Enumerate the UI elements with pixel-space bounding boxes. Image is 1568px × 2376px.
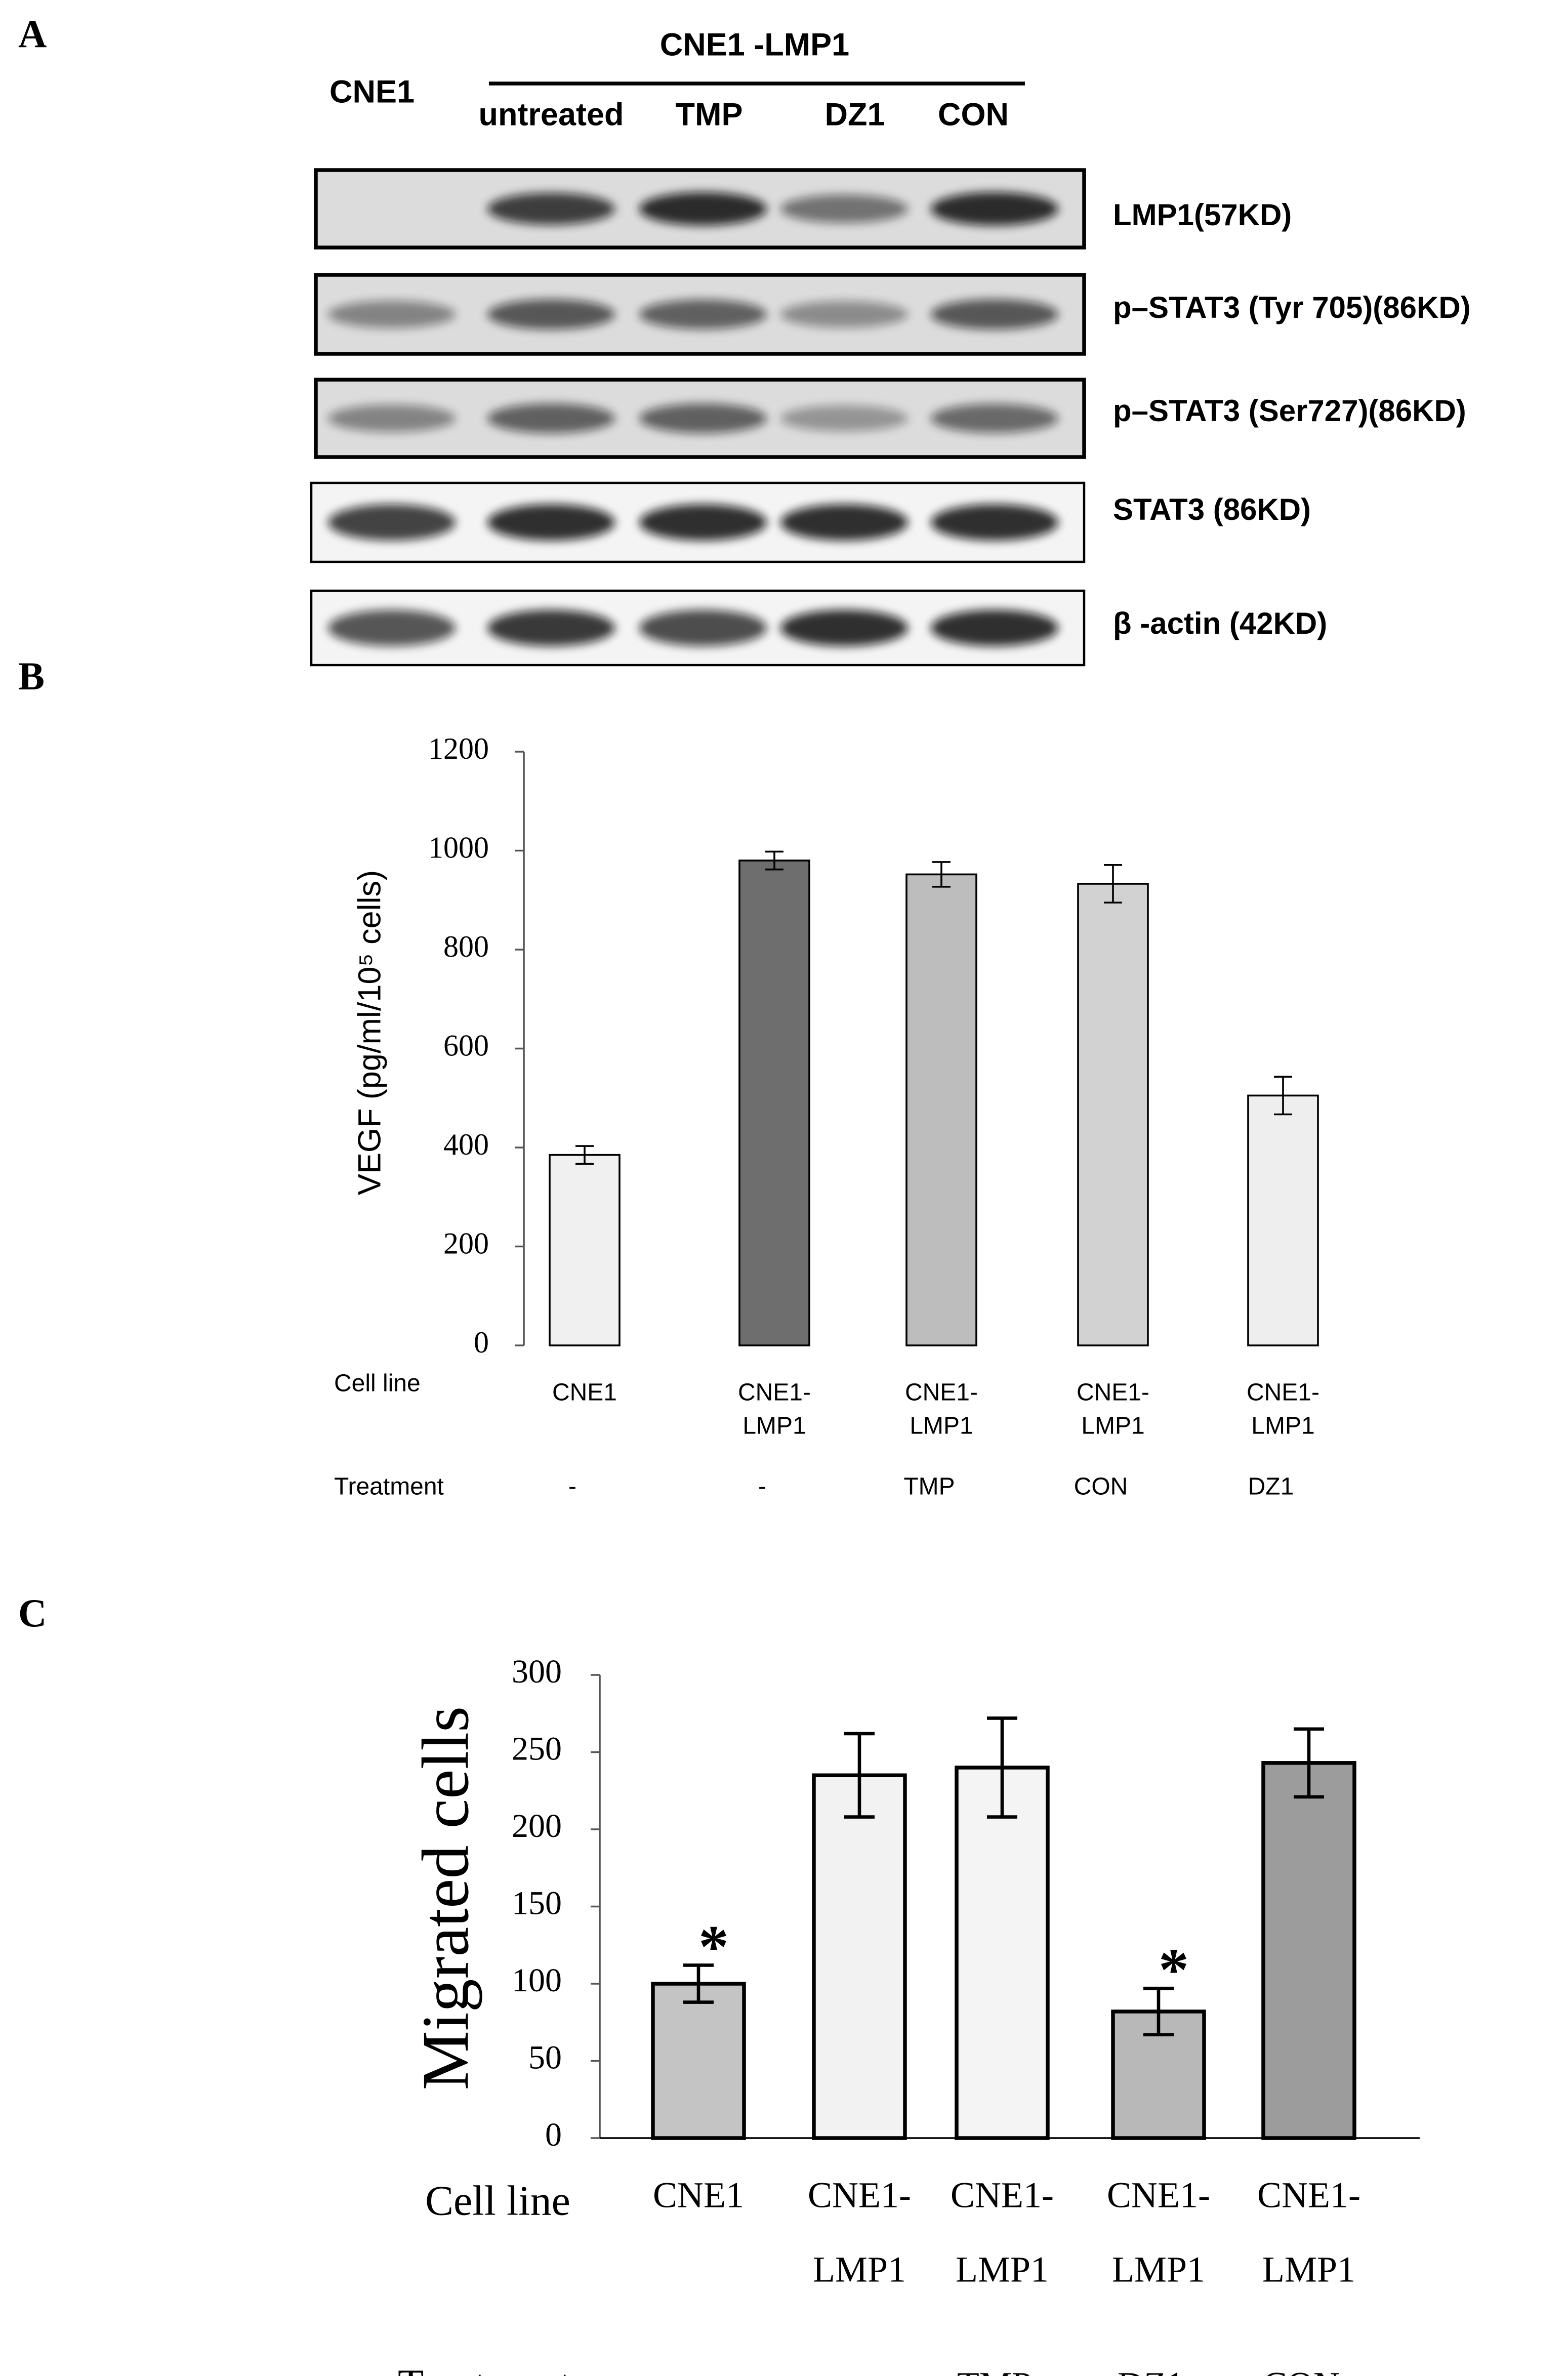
treatment-label: - (846, 2365, 858, 2376)
bar (738, 859, 810, 1346)
bar (955, 1766, 1050, 2140)
row-label: Treatment (398, 2361, 571, 2376)
x-tick-label: CNE1- (808, 2175, 911, 2216)
y-tick-label: 150 (512, 1885, 562, 1922)
x-tick-label: CNE1 (552, 1379, 617, 1406)
y-tick-label: 1000 (428, 831, 489, 864)
blot-band (487, 403, 615, 433)
lane-label: CNE1 (329, 74, 415, 110)
row-label: LMP1(57KD) (1113, 198, 1292, 232)
treatment-label: CON (1074, 1473, 1128, 1500)
blot-band (780, 194, 908, 223)
significance-marker: * (1159, 1936, 1189, 2003)
panel-letter: C (18, 1591, 47, 1635)
y-tick-label: 300 (512, 1653, 562, 1690)
lane-label: DZ1 (824, 97, 885, 133)
x-tick-label: CNE1 (653, 2175, 744, 2216)
blot-band (930, 609, 1058, 646)
bar (549, 1154, 621, 1346)
blot-band (780, 405, 908, 432)
y-axis-label: Migrated cells (408, 1706, 482, 2091)
x-tick-label: LMP1 (813, 2249, 906, 2290)
blot-band (487, 299, 615, 330)
x-tick-label: CNE1- (1247, 1379, 1319, 1406)
bar (905, 873, 977, 1346)
x-tick-label: LMP1 (1251, 1413, 1314, 1440)
lane-label: TMP (676, 97, 743, 133)
blot-band (780, 609, 908, 646)
row-label: p–STAT3 (Tyr 705)(86KD) (1113, 291, 1471, 324)
row-label: Cell line (425, 2177, 570, 2224)
panel-letter: B (18, 654, 45, 698)
blot-band (487, 609, 615, 646)
y-tick-label: 1200 (428, 732, 489, 765)
treatment-label: DZ1 (1248, 1473, 1294, 1500)
blot-band (327, 609, 456, 646)
bar (1247, 1094, 1319, 1346)
x-tick-label: LMP1 (956, 2249, 1049, 2290)
y-tick-label: 800 (443, 930, 489, 963)
y-tick-label: 100 (512, 1962, 562, 1999)
row-label: STAT3 (86KD) (1113, 493, 1311, 526)
y-tick-label: 200 (443, 1226, 489, 1260)
y-tick-label: 200 (512, 1808, 562, 1845)
y-axis-label: VEGF (pg/ml/10⁵ cells) (352, 870, 388, 1195)
group-label: CNE1 -LMP1 (660, 27, 849, 63)
blot-band (487, 504, 615, 541)
row-label: Treatment (334, 1473, 444, 1500)
blot-band (487, 192, 615, 225)
blot-band (639, 192, 767, 226)
blot-band (930, 504, 1058, 541)
blot-band (930, 299, 1058, 330)
blot-band (327, 404, 456, 432)
blot-band (639, 299, 767, 330)
x-tick-label: CNE1- (1107, 2175, 1210, 2216)
x-tick-label: LMP1 (742, 1413, 806, 1440)
blot-band (780, 301, 908, 328)
bar (651, 1982, 746, 2140)
significance-marker: * (698, 1913, 729, 1980)
lane-label: CON (938, 97, 1009, 133)
y-tick-label: 50 (528, 2039, 562, 2076)
treatment-label: TMP (957, 2365, 1032, 2376)
blot-band (639, 609, 767, 646)
y-tick-label: 600 (443, 1029, 489, 1062)
blot-band (780, 504, 908, 541)
treatment-label: TMP (903, 1473, 955, 1500)
x-tick-label: LMP1 (1112, 2249, 1205, 2290)
row-label: β -actin (42KD) (1113, 606, 1327, 640)
blot-band (639, 403, 767, 433)
y-tick-label: 0 (474, 1326, 489, 1359)
x-tick-label: CNE1- (951, 2175, 1054, 2216)
panel-letter: A (18, 12, 47, 56)
bar (1261, 1761, 1356, 2140)
bar (1077, 883, 1149, 1346)
x-tick-label: CNE1- (905, 1379, 978, 1406)
x-tick-label: CNE1- (738, 1379, 811, 1406)
y-tick-label: 250 (512, 1731, 562, 1768)
treatment-label: - (685, 2365, 697, 2376)
treatment-label: DZ1 (1118, 2365, 1184, 2376)
treatment-label: - (758, 1473, 766, 1500)
treatment-label: CON (1263, 2365, 1340, 2376)
treatment-label: - (568, 1473, 576, 1500)
lane-label: untreated (479, 97, 624, 133)
bar (812, 1773, 907, 2140)
x-tick-label: CNE1- (1257, 2175, 1360, 2216)
x-tick-label: CNE1- (1077, 1379, 1149, 1406)
blot-band (930, 403, 1058, 433)
blot-band (327, 301, 456, 329)
blot-band (639, 504, 767, 541)
blot-band (327, 504, 456, 541)
blot-band (930, 192, 1058, 226)
y-tick-label: 400 (443, 1128, 489, 1161)
row-label: p–STAT3 (Ser727)(86KD) (1113, 394, 1466, 428)
row-label: Cell line (334, 1370, 421, 1397)
y-tick-label: 0 (545, 2116, 562, 2153)
x-tick-label: LMP1 (1081, 1413, 1144, 1440)
x-tick-label: LMP1 (910, 1413, 973, 1440)
x-tick-label: LMP1 (1262, 2249, 1355, 2290)
